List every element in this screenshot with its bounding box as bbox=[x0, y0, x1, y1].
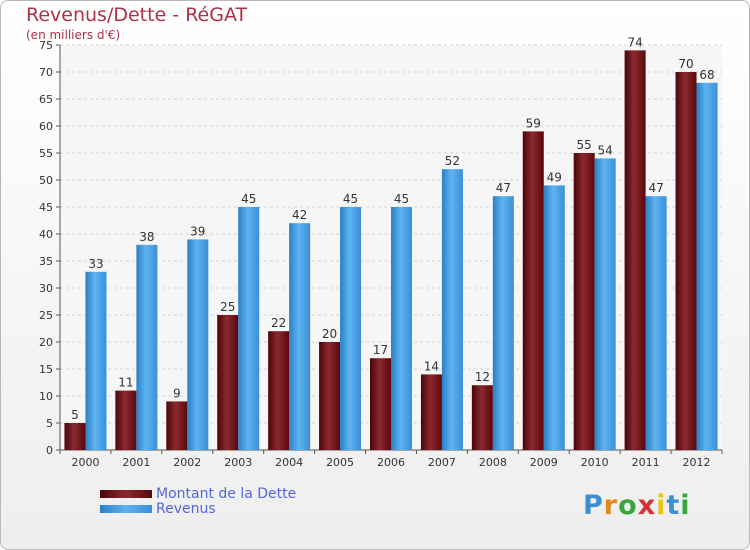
bar-debt bbox=[420, 374, 442, 450]
data-label-debt: 9 bbox=[173, 386, 181, 400]
x-tick-label: 2009 bbox=[530, 456, 558, 469]
y-tick-label: 50 bbox=[39, 174, 53, 187]
data-label-revenue: 47 bbox=[496, 181, 511, 195]
bar-debt bbox=[166, 401, 188, 450]
y-tick-label: 55 bbox=[39, 147, 53, 160]
x-tick-label: 2003 bbox=[224, 456, 252, 469]
legend-swatch-revenue bbox=[100, 505, 152, 513]
data-label-revenue: 45 bbox=[394, 192, 409, 206]
legend-label-revenue: Revenus bbox=[156, 501, 216, 517]
y-tick-label: 10 bbox=[39, 390, 53, 403]
bar-revenue bbox=[187, 239, 209, 450]
y-tick-label: 30 bbox=[39, 282, 53, 295]
y-tick-label: 35 bbox=[39, 255, 53, 268]
bar-revenue bbox=[645, 196, 667, 450]
logo-letter: r bbox=[603, 490, 619, 521]
y-tick-label: 60 bbox=[39, 120, 53, 133]
y-tick-label: 25 bbox=[39, 309, 53, 322]
bar-debt bbox=[624, 50, 646, 451]
x-tick-label: 2005 bbox=[326, 456, 354, 469]
data-label-debt: 25 bbox=[220, 300, 235, 314]
data-label-debt: 74 bbox=[627, 35, 642, 49]
bar-revenue bbox=[136, 244, 158, 450]
x-tick-label: 2010 bbox=[581, 456, 609, 469]
logo-letter: i bbox=[680, 490, 691, 521]
data-label-debt: 5 bbox=[71, 408, 79, 422]
logo-letter: i bbox=[656, 490, 667, 521]
bar-debt bbox=[573, 153, 595, 450]
x-tick-label: 2002 bbox=[173, 456, 201, 469]
data-label-debt: 70 bbox=[678, 57, 693, 71]
bar-debt bbox=[268, 331, 290, 450]
data-label-revenue: 52 bbox=[445, 154, 460, 168]
data-label-debt: 12 bbox=[475, 370, 490, 384]
bar-debt bbox=[675, 72, 697, 450]
y-tick-label: 45 bbox=[39, 201, 53, 214]
chart-title: Revenus/Dette - RéGAT bbox=[26, 4, 248, 26]
bar-debt bbox=[115, 390, 137, 450]
x-tick-label: 2006 bbox=[377, 456, 405, 469]
logo-letter: o bbox=[618, 490, 638, 521]
y-tick-label: 75 bbox=[39, 39, 53, 52]
y-tick-label: 70 bbox=[39, 66, 53, 79]
data-label-revenue: 42 bbox=[292, 208, 307, 222]
bar-revenue bbox=[441, 169, 463, 450]
x-tick-label: 2008 bbox=[479, 456, 507, 469]
bar-debt bbox=[471, 385, 493, 450]
legend-swatch-debt bbox=[100, 490, 152, 498]
bar-revenue bbox=[85, 271, 107, 450]
y-tick-label: 40 bbox=[39, 228, 53, 241]
chart-subtitle: (en milliers d'€) bbox=[26, 28, 121, 42]
logo-letter: x bbox=[637, 490, 657, 521]
bar-revenue bbox=[543, 185, 565, 450]
data-label-revenue: 38 bbox=[139, 230, 154, 244]
x-tick-label: 2007 bbox=[428, 456, 456, 469]
data-label-debt: 22 bbox=[271, 316, 286, 330]
data-label-debt: 59 bbox=[526, 116, 541, 130]
logo-letter: t bbox=[666, 490, 681, 521]
data-label-revenue: 68 bbox=[699, 68, 714, 82]
bar-debt bbox=[319, 342, 341, 450]
data-label-revenue: 33 bbox=[88, 257, 103, 271]
bar-revenue bbox=[492, 196, 514, 450]
x-tick-label: 2011 bbox=[632, 456, 660, 469]
data-label-debt: 11 bbox=[118, 376, 133, 390]
bar-revenue bbox=[696, 82, 718, 451]
bar-revenue bbox=[594, 158, 616, 450]
data-label-revenue: 39 bbox=[190, 224, 205, 238]
data-label-revenue: 54 bbox=[598, 143, 613, 157]
bar-debt bbox=[522, 131, 544, 450]
y-tick-label: 5 bbox=[46, 417, 53, 430]
legend-label-debt: Montant de la Dette bbox=[156, 486, 297, 502]
bar-debt bbox=[370, 358, 391, 450]
x-tick-label: 2000 bbox=[71, 456, 99, 469]
bar-revenue bbox=[391, 207, 412, 450]
bar-revenue bbox=[238, 207, 260, 450]
bar-revenue bbox=[289, 223, 311, 450]
bar-debt bbox=[217, 315, 239, 450]
bar-debt bbox=[64, 423, 86, 450]
y-tick-label: 0 bbox=[46, 444, 53, 457]
data-label-revenue: 45 bbox=[241, 192, 256, 206]
data-label-debt: 20 bbox=[322, 327, 337, 341]
logo-letter: P bbox=[583, 490, 604, 521]
x-tick-label: 2004 bbox=[275, 456, 303, 469]
data-label-debt: 55 bbox=[577, 138, 592, 152]
proxiti-logo: Proxiti bbox=[583, 490, 691, 521]
data-label-revenue: 47 bbox=[648, 181, 663, 195]
y-tick-label: 20 bbox=[39, 336, 53, 349]
data-label-revenue: 49 bbox=[547, 170, 562, 184]
x-tick-label: 2001 bbox=[122, 456, 150, 469]
y-tick-label: 65 bbox=[39, 93, 53, 106]
bar-revenue bbox=[340, 207, 362, 450]
data-label-debt: 17 bbox=[373, 343, 388, 357]
x-tick-label: 2012 bbox=[683, 456, 711, 469]
data-label-revenue: 45 bbox=[343, 192, 358, 206]
data-label-debt: 14 bbox=[424, 359, 439, 373]
y-tick-label: 15 bbox=[39, 363, 53, 376]
